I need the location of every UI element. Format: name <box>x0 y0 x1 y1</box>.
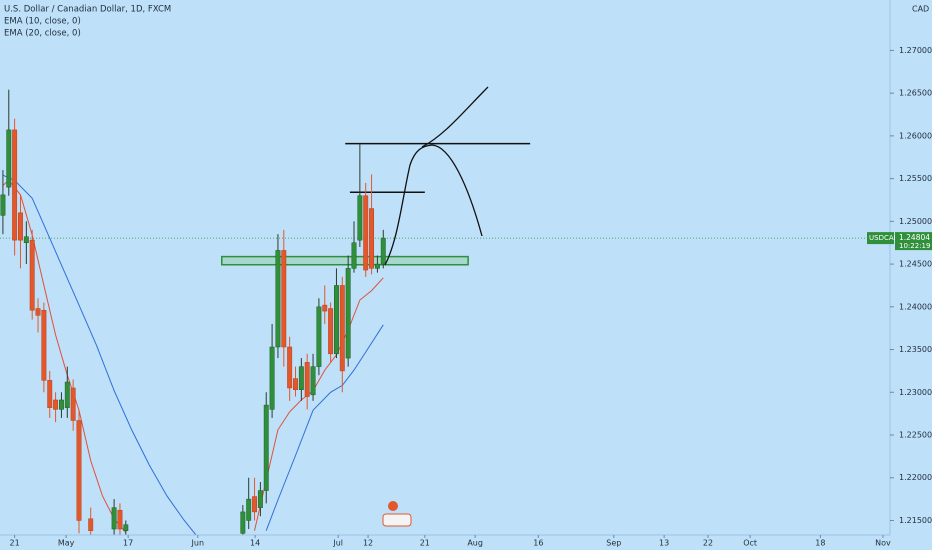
candle-body <box>58 399 64 410</box>
support-zone <box>221 255 469 266</box>
candle-body <box>275 250 281 348</box>
price-badge <box>867 232 894 245</box>
legend-entry: EMA (10, close, 0) <box>4 17 81 27</box>
y-tick-label: 1.23500 <box>899 345 932 354</box>
candle-body <box>357 195 363 241</box>
y-tick-label: 1.24500 <box>899 260 932 269</box>
y-tick-label: 1.27000 <box>899 46 932 55</box>
candle-body <box>263 404 269 491</box>
candle-body <box>269 346 275 410</box>
x-tick-label: 17 <box>123 539 133 548</box>
x-tick-label: 22 <box>703 539 713 548</box>
x-tick-label: Aug <box>467 539 483 548</box>
event-icon[interactable] <box>382 513 412 527</box>
x-tick-label: 21 <box>420 539 430 548</box>
x-tick-label: May <box>58 539 75 548</box>
candle-body <box>310 366 316 396</box>
candle-body <box>293 378 298 390</box>
last-price-label: 1.24804 <box>899 233 930 242</box>
ema-line <box>2 179 127 533</box>
price-badge <box>895 232 932 251</box>
candle-body <box>351 242 357 269</box>
candle-body <box>257 490 263 508</box>
candle-body <box>18 212 23 241</box>
x-tick-label: Sep <box>606 539 621 548</box>
candle-body <box>380 237 386 265</box>
candle-body <box>12 129 18 241</box>
candle-body <box>281 250 287 348</box>
candle-body <box>64 381 70 408</box>
plot-area <box>0 89 890 535</box>
candle-body <box>322 304 328 312</box>
candle-body <box>246 498 252 521</box>
candle-body <box>252 496 257 513</box>
x-tick-label: Jul <box>332 539 343 548</box>
candle-body <box>41 309 47 381</box>
candle-body <box>70 387 76 421</box>
currency-label: CAD <box>912 5 929 14</box>
candle-body <box>369 208 375 269</box>
hand-drawn-path <box>384 144 483 266</box>
candle-body <box>304 362 310 397</box>
candle-body <box>6 129 12 188</box>
candle-body <box>287 346 293 389</box>
candle-body <box>0 194 6 216</box>
chart-title: U.S. Dollar / Canadian Dollar, 1D, FXCM <box>4 5 171 15</box>
candle-body <box>111 507 117 530</box>
candle-body <box>29 239 35 311</box>
hand-drawn-path <box>421 86 489 148</box>
candle-body <box>240 511 246 534</box>
candle-body <box>363 195 369 271</box>
y-tick-label: 1.22500 <box>899 431 932 440</box>
ema-line <box>2 174 197 535</box>
candle-body <box>328 308 334 355</box>
x-tick-label: Nov <box>875 539 891 548</box>
candle-body <box>76 420 82 521</box>
candle-body <box>123 524 129 531</box>
x-tick-label: 14 <box>250 539 260 548</box>
y-tick-label: 1.24000 <box>899 302 932 311</box>
candle-body <box>53 399 59 410</box>
countdown-label: 10:22:19 <box>899 242 930 250</box>
x-tick-label: 13 <box>659 539 669 548</box>
candle-body <box>23 236 29 243</box>
candle-body <box>117 509 123 530</box>
y-tick-label: 1.22000 <box>899 473 932 482</box>
ema-line <box>265 324 384 531</box>
x-tick-label: Jun <box>191 539 205 548</box>
candle-body <box>345 268 351 359</box>
x-tick-label: 21 <box>10 539 20 548</box>
candle-body <box>334 285 339 355</box>
x-tick-label: 18 <box>815 539 825 548</box>
y-tick-label: 1.25000 <box>899 217 932 226</box>
candle-body <box>339 285 345 372</box>
y-tick-label: 1.21500 <box>899 516 932 525</box>
event-icon[interactable] <box>388 501 398 511</box>
legend-entry: EMA (20, close, 0) <box>4 29 81 39</box>
candle-body <box>88 518 94 531</box>
candle-body <box>47 380 53 408</box>
x-tick-label: 12 <box>363 539 373 548</box>
y-tick-label: 1.26500 <box>899 89 932 98</box>
y-tick-label: 1.25500 <box>899 174 932 183</box>
symbol-label: USDCAD <box>869 234 899 242</box>
candle-body <box>374 263 380 269</box>
candle-body <box>298 366 304 390</box>
candle-body <box>35 308 41 316</box>
candle-body <box>316 306 322 367</box>
y-tick-label: 1.23000 <box>899 388 932 397</box>
y-tick-label: 1.26000 <box>899 131 932 140</box>
ema-line <box>254 277 384 531</box>
x-tick-label: Oct <box>743 539 757 548</box>
x-tick-label: 16 <box>533 539 543 548</box>
